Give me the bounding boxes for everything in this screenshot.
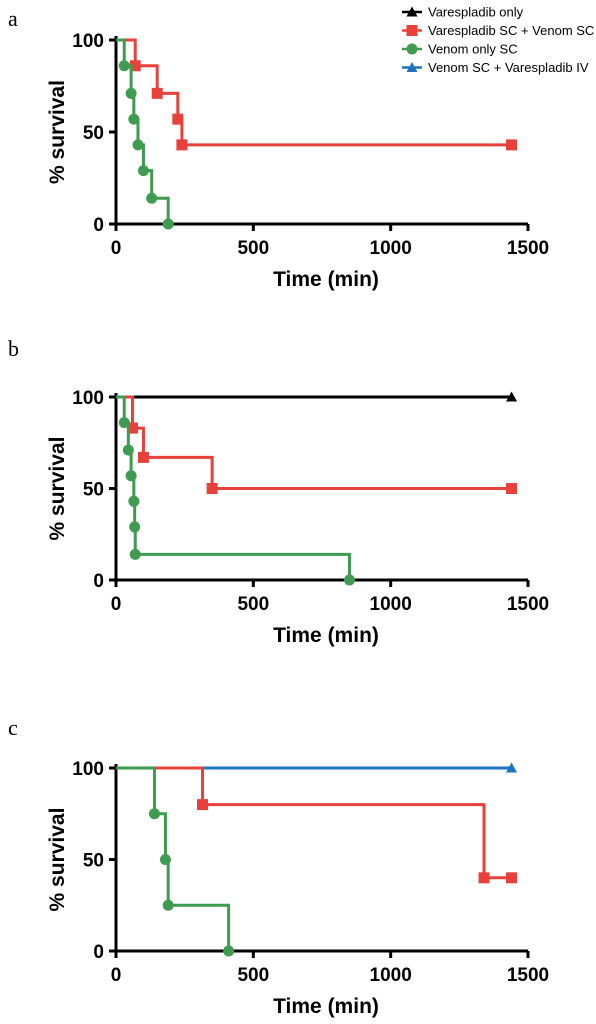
x-axis-title: Time (min) <box>273 624 379 647</box>
data-point <box>129 521 141 533</box>
data-point <box>128 495 140 507</box>
data-point <box>176 139 188 151</box>
series-venom-only-sc <box>116 766 235 957</box>
data-point <box>125 470 137 482</box>
data-point <box>151 87 163 99</box>
y-tick-label: 100 <box>72 759 104 780</box>
x-tick-label: 1500 <box>507 238 549 259</box>
data-point <box>122 444 134 456</box>
y-axis-title: % survival <box>46 437 69 541</box>
data-point <box>172 113 184 125</box>
x-tick-label: 500 <box>237 238 269 259</box>
data-point <box>129 548 141 560</box>
y-tick-label: 0 <box>93 571 104 592</box>
data-point <box>506 391 518 402</box>
legend-label: Venom SC + Varespladib IV <box>428 60 589 75</box>
data-point <box>118 60 130 72</box>
y-tick-label: 100 <box>72 388 104 409</box>
x-tick-label: 1000 <box>370 238 412 259</box>
data-point <box>148 808 160 820</box>
panel-letter: c <box>8 715 18 740</box>
legend-item-venom-only-sc: Venom only SC <box>402 42 518 57</box>
data-point <box>128 113 140 125</box>
legend-item-venom-sc-varespladib-iv: Venom SC + Varespladib IV <box>402 60 589 75</box>
x-tick-label: 0 <box>111 238 122 259</box>
x-tick-label: 1500 <box>507 594 549 615</box>
data-point <box>146 192 158 204</box>
series-line <box>116 766 512 880</box>
x-axis-title: Time (min) <box>273 268 379 291</box>
y-tick-label: 0 <box>93 215 104 236</box>
series-varespladib-sc-venom-sc <box>116 38 518 151</box>
data-point <box>137 451 149 463</box>
data-point <box>343 574 355 586</box>
y-tick-label: 50 <box>83 480 104 501</box>
data-point <box>162 899 174 911</box>
legend-item-varespladib-only: Varespladib only <box>402 5 524 20</box>
data-point <box>197 799 209 811</box>
x-tick-label: 1000 <box>370 965 412 986</box>
data-point <box>223 945 235 957</box>
y-tick-label: 100 <box>72 31 104 52</box>
x-tick-label: 0 <box>111 965 122 986</box>
x-tick-label: 1000 <box>370 594 412 615</box>
series-line <box>116 766 231 951</box>
data-point <box>132 139 144 151</box>
y-tick-label: 50 <box>83 851 104 872</box>
series-line <box>116 38 512 147</box>
x-tick-label: 500 <box>237 594 269 615</box>
legend-marker <box>406 62 418 72</box>
legend-marker <box>406 25 418 36</box>
data-point <box>137 165 149 177</box>
data-point <box>162 218 174 230</box>
legend: Varespladib only Varespladib SC + Venom S… <box>402 5 594 75</box>
series-venom-only-sc <box>116 395 355 586</box>
data-point <box>478 872 490 884</box>
data-point <box>206 483 218 494</box>
y-tick-label: 50 <box>83 123 104 144</box>
data-point <box>506 872 518 884</box>
data-point <box>506 139 518 151</box>
data-point <box>506 762 518 773</box>
series-varespladib-sc-venom-sc <box>116 395 518 494</box>
y-axis-title: % survival <box>46 80 69 184</box>
legend-label: Venom only SC <box>428 42 518 57</box>
panel-letter: a <box>8 6 18 31</box>
data-point <box>129 60 141 72</box>
data-point <box>125 87 137 99</box>
x-tick-label: 500 <box>237 965 269 986</box>
legend-label: Varespladib SC + Venom SC <box>428 23 594 38</box>
panel-letter: b <box>8 336 19 361</box>
series-line <box>116 395 512 490</box>
data-point <box>126 422 138 434</box>
x-axis-title: Time (min) <box>273 995 379 1018</box>
legend-marker <box>406 6 418 17</box>
data-point <box>118 417 130 429</box>
legend-label: Varespladib only <box>428 5 524 20</box>
data-point <box>159 854 171 865</box>
legend-item-varespladib-sc-venom-sc: Varespladib SC + Venom SC <box>402 23 594 38</box>
series-varespladib-only <box>116 391 518 402</box>
y-tick-label: 0 <box>93 942 104 963</box>
y-axis-title: % survival <box>46 808 69 912</box>
data-point <box>506 483 518 494</box>
series-varespladib-sc-venom-sc <box>116 766 518 884</box>
series-venom-only-sc <box>116 38 174 230</box>
legend-marker <box>406 43 418 55</box>
x-tick-label: 0 <box>111 594 122 615</box>
x-tick-label: 1500 <box>507 965 549 986</box>
